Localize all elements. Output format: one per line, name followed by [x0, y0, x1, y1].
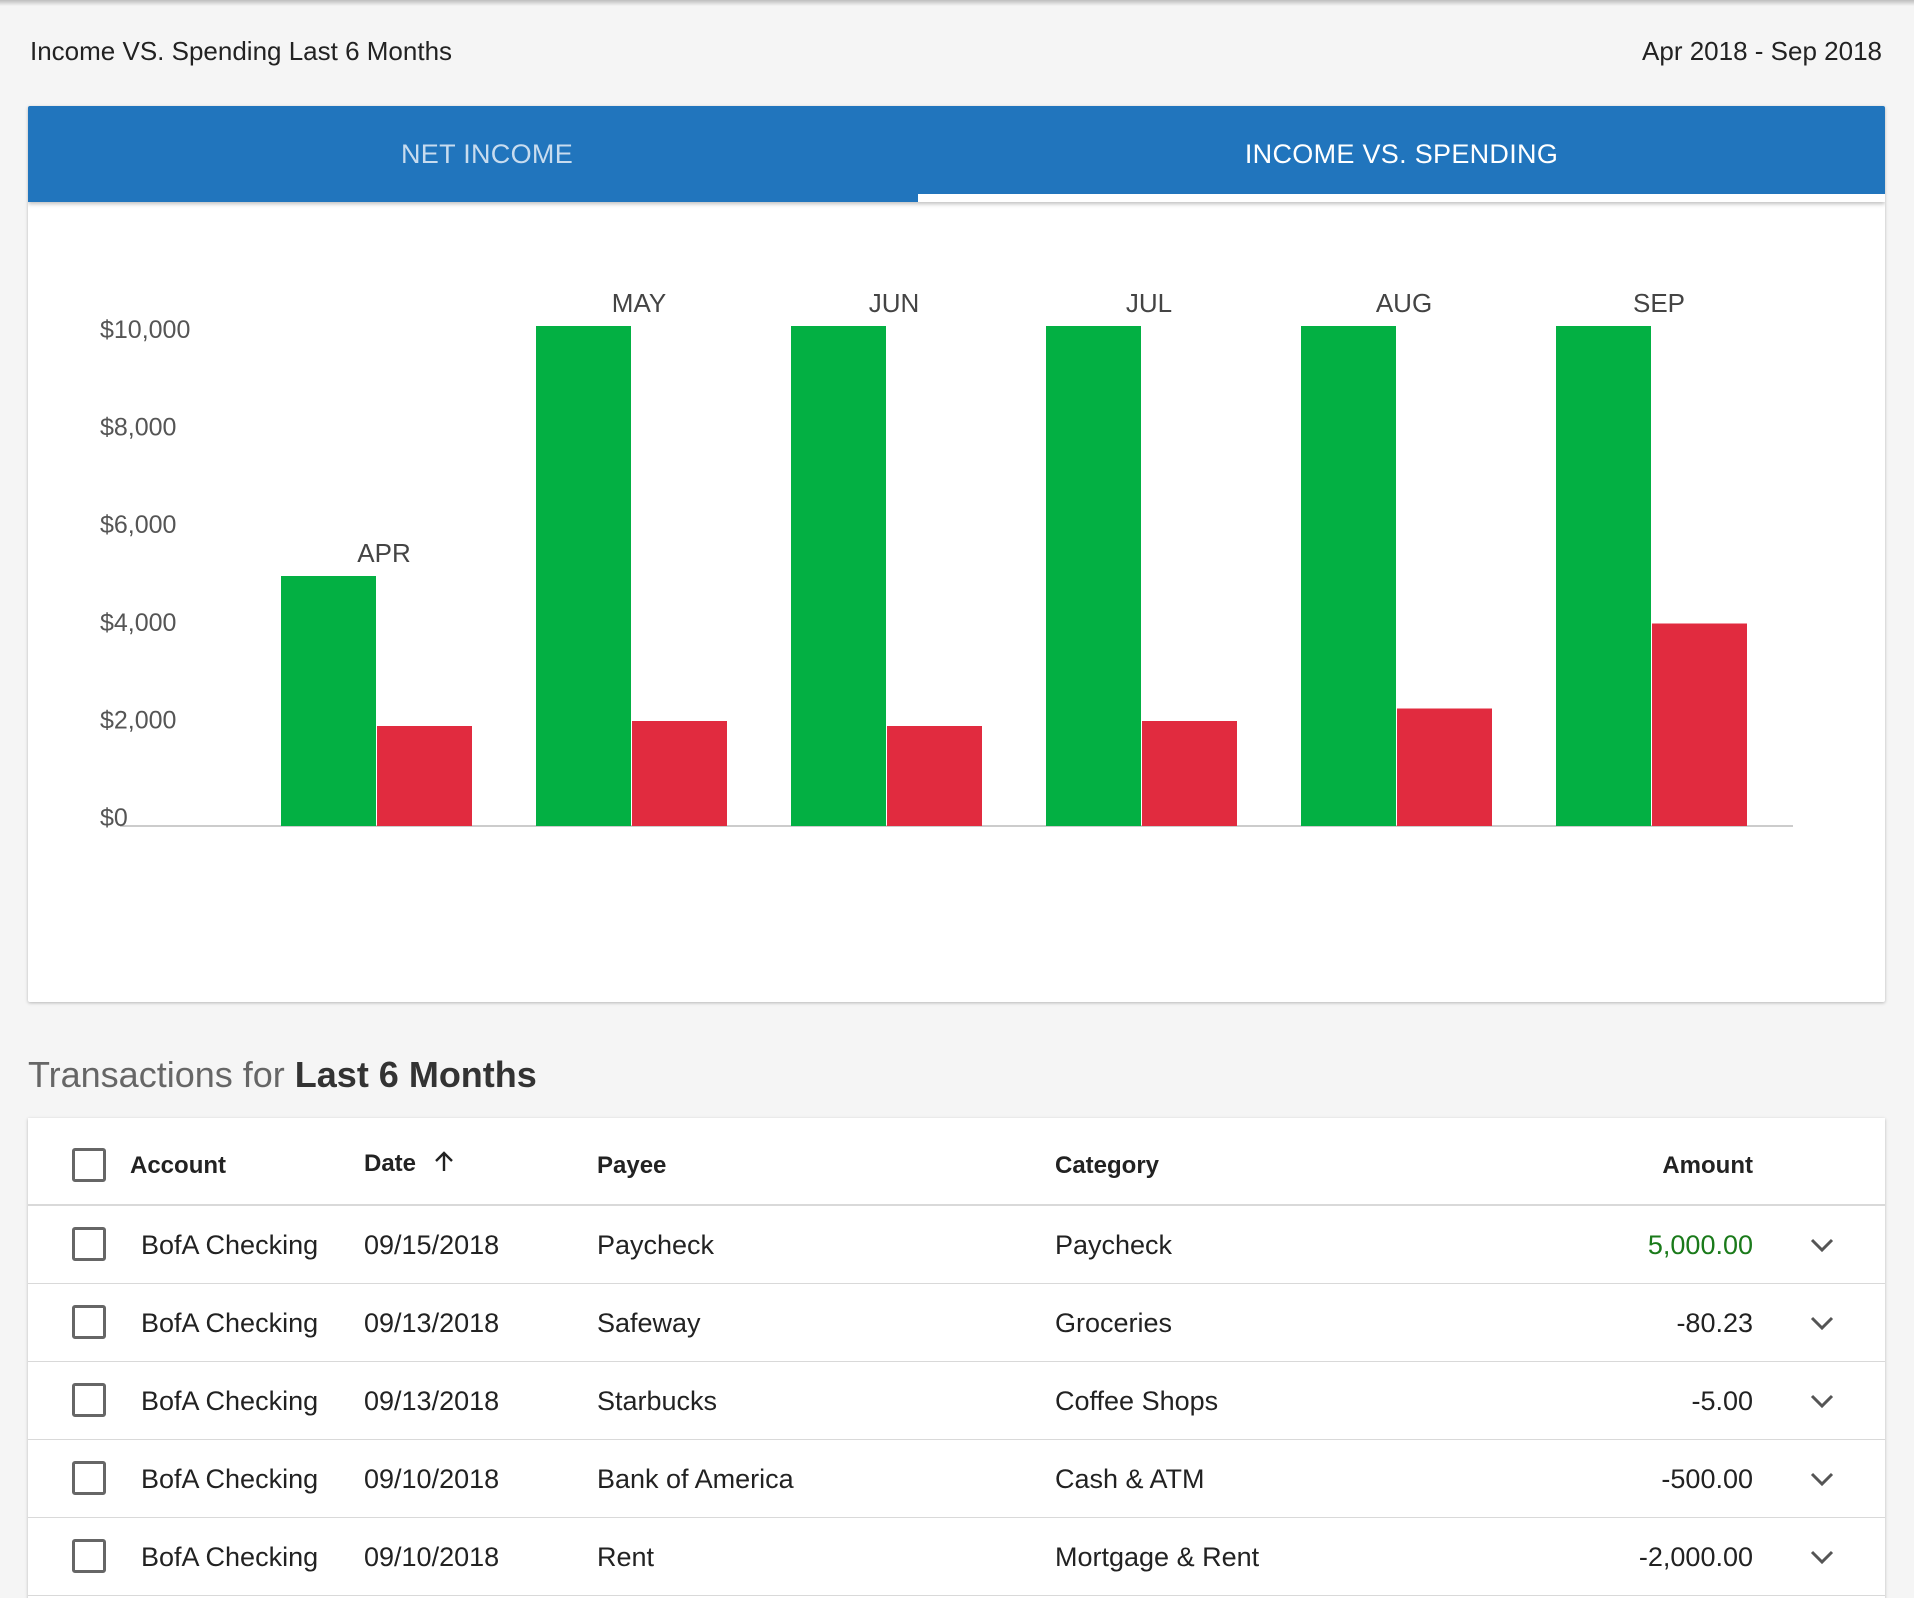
tab-net-income[interactable]: NET INCOME: [400, 138, 573, 169]
transactions-title-period: Last 6 Months: [294, 1054, 537, 1095]
y-tick-label: $4,000: [100, 609, 176, 637]
report-header: Income VS. Spending Last 6 Months Apr 20…: [30, 36, 1882, 72]
table-row[interactable]: BofA Checking 09/15/2018 Paycheck Paycheck 5…: [28, 1206, 1885, 1284]
row-checkbox[interactable]: [72, 1539, 106, 1573]
date-range: Apr 2018 - Sep 2018: [1642, 36, 1882, 66]
row-amount: 5,000.00: [1647, 1230, 1753, 1260]
transactions-title: Transactions for Last 6 Months: [28, 1054, 537, 1096]
chevron-down-icon[interactable]: [1805, 1462, 1839, 1496]
spending-bar[interactable]: [887, 726, 982, 826]
y-tick-label: $10,000: [100, 316, 190, 344]
row-category: Mortgage & Rent: [1055, 1542, 1260, 1572]
chevron-down-icon[interactable]: [1805, 1540, 1839, 1574]
category-label: APR: [357, 538, 410, 568]
income-bar[interactable]: [1556, 326, 1651, 826]
table-header: Account Date Payee Category Amount: [28, 1118, 1885, 1206]
row-category: Paycheck: [1055, 1230, 1173, 1260]
income-bar[interactable]: [791, 326, 886, 826]
row-account: BofA Checking: [141, 1230, 319, 1260]
transactions-table: Account Date Payee Category Amount BofA …: [28, 1118, 1885, 1598]
category-label: JUL: [1126, 288, 1172, 318]
row-category: Coffee Shops: [1055, 1386, 1219, 1416]
top-shadow: [0, 0, 1914, 6]
income-bar[interactable]: [281, 576, 376, 826]
row-account: BofA Checking: [141, 1464, 319, 1494]
tab-income-vs-spending[interactable]: INCOME VS. SPENDING: [1244, 138, 1559, 169]
chevron-down-icon[interactable]: [1805, 1384, 1839, 1418]
spending-bar[interactable]: [377, 726, 472, 826]
row-date: 09/13/2018: [364, 1308, 500, 1338]
income-spending-chart: $0 $2,000 $4,000 $6,000 $8,000 $10,000 APR MAY J…: [100, 288, 1793, 832]
row-date: 09/13/2018: [364, 1386, 500, 1416]
row-date: 09/10/2018: [364, 1542, 500, 1572]
row-amount: -80.23: [1676, 1308, 1753, 1338]
row-checkbox[interactable]: [72, 1305, 106, 1339]
column-date-label: Date: [364, 1150, 417, 1177]
row-amount: -5.00: [1691, 1386, 1753, 1416]
row-checkbox[interactable]: [72, 1383, 106, 1417]
row-category: Groceries: [1055, 1308, 1173, 1338]
tab-bar: NET INCOME INCOME VS. SPENDING: [28, 106, 1885, 202]
income-bar[interactable]: [1301, 326, 1396, 826]
transactions-title-prefix: Transactions for: [28, 1054, 285, 1095]
row-checkbox[interactable]: [72, 1227, 106, 1261]
row-category: Cash & ATM: [1055, 1464, 1205, 1494]
y-tick-label: $0: [100, 804, 128, 832]
row-payee: Bank of America: [597, 1464, 794, 1494]
table-row[interactable]: BofA Checking 09/10/2018 Bank of America Ca…: [28, 1440, 1885, 1518]
report-title: Income VS. Spending Last 6 Months: [30, 36, 453, 66]
select-all-checkbox[interactable]: [72, 1148, 106, 1182]
spending-bar[interactable]: [1652, 623, 1747, 827]
row-date: 09/10/2018: [364, 1464, 500, 1494]
table-row[interactable]: BofA Checking 09/10/2018 Rent Mortgage & Re…: [28, 1518, 1885, 1596]
row-amount: -500.00: [1661, 1464, 1753, 1494]
y-tick-label: $8,000: [100, 414, 176, 442]
column-payee[interactable]: Payee: [597, 1152, 667, 1179]
chevron-down-icon[interactable]: [1805, 1228, 1839, 1262]
income-bar[interactable]: [536, 326, 631, 826]
column-category[interactable]: Category: [1055, 1152, 1160, 1179]
row-payee: Safeway: [597, 1308, 701, 1338]
row-account: BofA Checking: [141, 1386, 319, 1416]
row-account: BofA Checking: [141, 1542, 319, 1572]
y-tick-label: $2,000: [100, 706, 176, 734]
arrow-up-icon[interactable]: [433, 1151, 455, 1173]
column-account[interactable]: Account: [130, 1152, 226, 1179]
spending-bar[interactable]: [1142, 721, 1237, 826]
column-date[interactable]: Date: [364, 1150, 455, 1178]
chart-card: NET INCOME INCOME VS. SPENDING $0 $2,000 $…: [28, 106, 1885, 1002]
row-checkbox[interactable]: [72, 1461, 106, 1495]
row-payee: Rent: [597, 1542, 655, 1572]
active-tab-indicator: [918, 194, 1885, 202]
row-account: BofA Checking: [141, 1308, 319, 1338]
y-tick-label: $6,000: [100, 511, 176, 539]
chevron-down-icon[interactable]: [1805, 1306, 1839, 1340]
spending-bar[interactable]: [1397, 708, 1492, 827]
category-label: MAY: [612, 288, 666, 318]
table-row[interactable]: BofA Checking 09/13/2018 Starbucks Coffee S…: [28, 1362, 1885, 1440]
category-label: SEP: [1633, 288, 1685, 318]
row-amount: -2,000.00: [1638, 1542, 1753, 1572]
column-amount[interactable]: Amount: [1662, 1152, 1753, 1179]
row-payee: Starbucks: [597, 1386, 718, 1416]
income-bar[interactable]: [1046, 326, 1141, 826]
category-label: JUN: [869, 288, 920, 318]
table-row[interactable]: BofA Checking 09/13/2018 Safeway Groceries -…: [28, 1284, 1885, 1362]
row-payee: Paycheck: [597, 1230, 715, 1260]
category-label: AUG: [1376, 288, 1432, 318]
row-date: 09/15/2018: [364, 1230, 500, 1260]
spending-bar[interactable]: [632, 721, 727, 826]
